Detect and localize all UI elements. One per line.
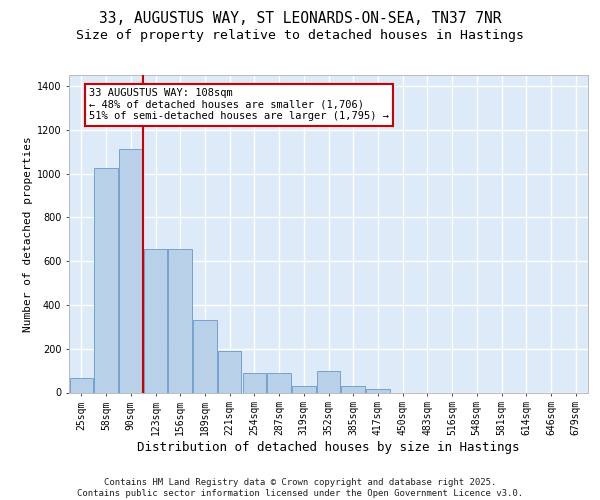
Text: Contains public sector information licensed under the Open Government Licence v3: Contains public sector information licen… [77,488,523,498]
Bar [193,320,217,392]
Bar [70,378,93,392]
Text: Contains HM Land Registry data © Crown copyright and database right 2025.: Contains HM Land Registry data © Crown c… [104,478,496,487]
Bar [242,373,266,392]
Text: 33 AUGUSTUS WAY: 108sqm
← 48% of detached houses are smaller (1,706)
51% of semi: 33 AUGUSTUS WAY: 108sqm ← 48% of detache… [89,88,389,122]
Bar [144,249,167,392]
Bar [119,150,143,392]
Bar [341,386,365,392]
Text: 33, AUGUSTUS WAY, ST LEONARDS-ON-SEA, TN37 7NR: 33, AUGUSTUS WAY, ST LEONARDS-ON-SEA, TN… [99,11,501,26]
Y-axis label: Number of detached properties: Number of detached properties [23,136,32,332]
Bar [292,386,316,392]
Bar [366,389,389,392]
Bar [94,168,118,392]
Bar [218,351,241,393]
X-axis label: Distribution of detached houses by size in Hastings: Distribution of detached houses by size … [137,441,520,454]
Text: Size of property relative to detached houses in Hastings: Size of property relative to detached ho… [76,28,524,42]
Bar [169,249,192,392]
Bar [268,373,291,392]
Bar [317,370,340,392]
